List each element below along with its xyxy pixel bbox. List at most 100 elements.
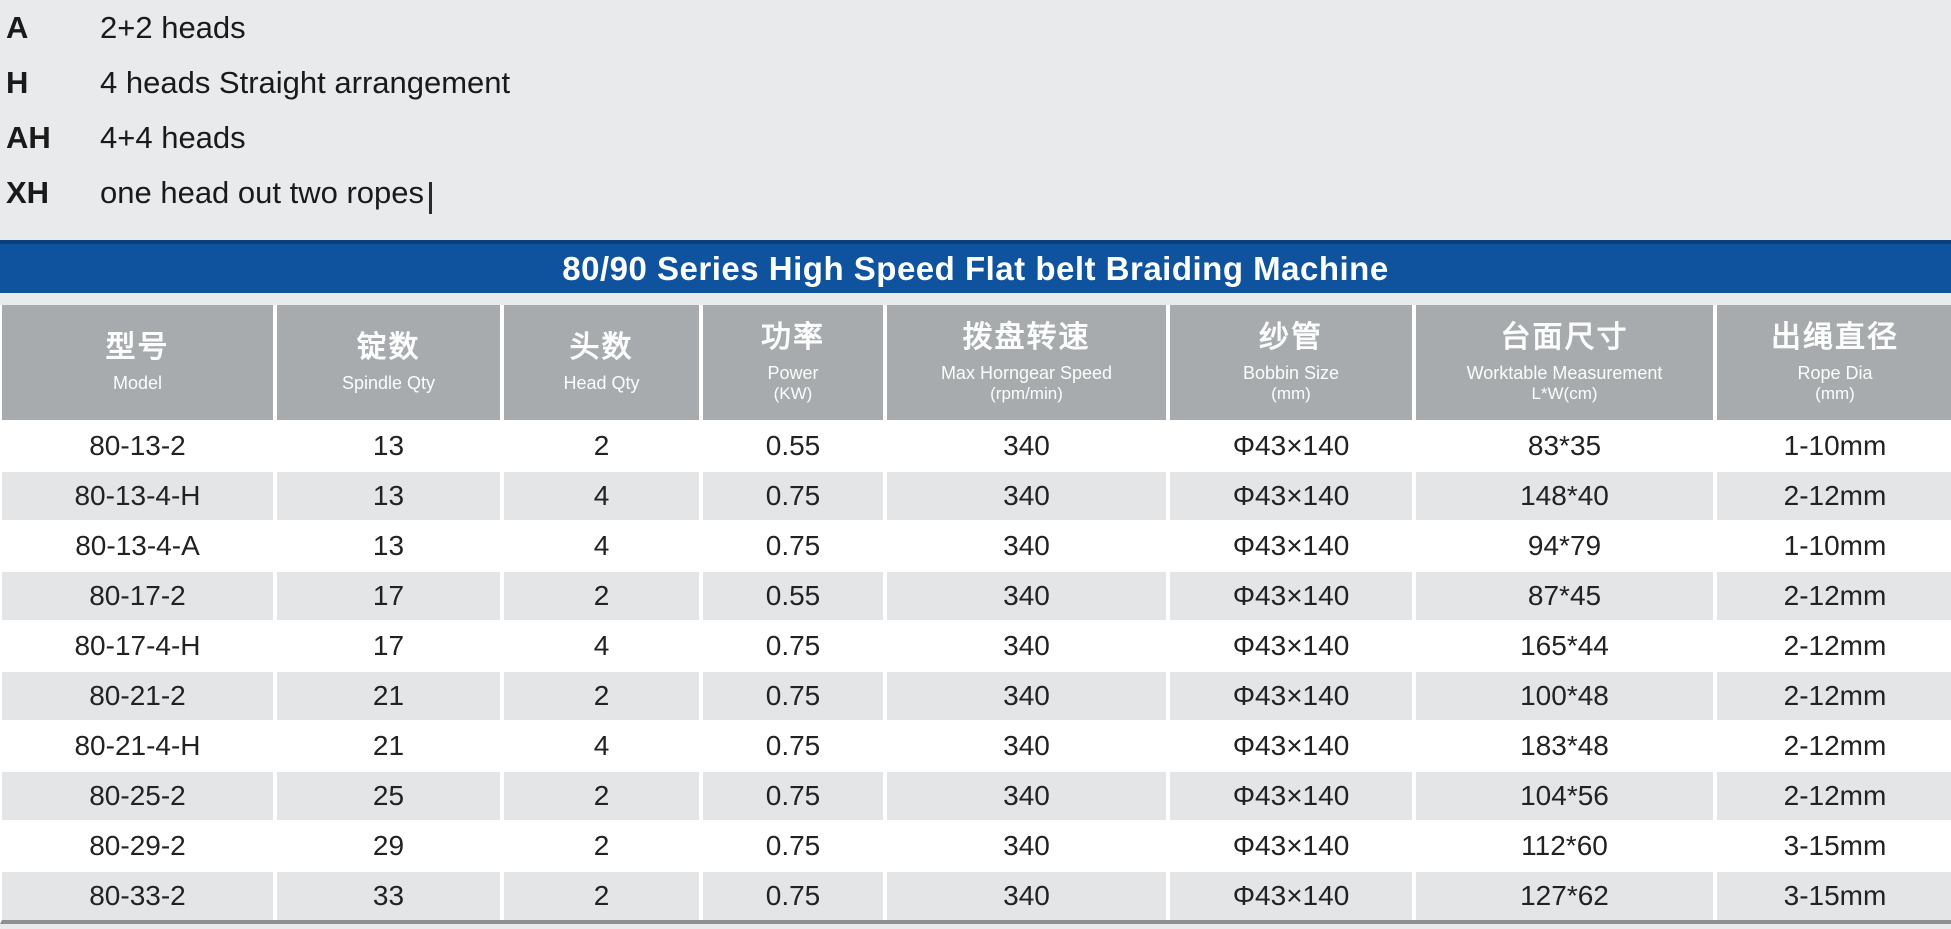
- column-header-en: Rope Dia: [1797, 362, 1873, 383]
- column-header-worktable-measurement: 台面尺寸 Worktable Measurement L*W(cm): [1412, 305, 1713, 420]
- table-cell: 148*40: [1412, 472, 1713, 520]
- table-cell: 0.55: [699, 422, 883, 470]
- table-cell: Φ43×140: [1166, 822, 1412, 870]
- legend-row-a: A 2+2 heads: [6, 0, 510, 55]
- column-header-sub: (mm): [1271, 384, 1311, 404]
- column-header-en: Worktable Measurement: [1466, 362, 1663, 383]
- table-row: 80-25-2 25 2 0.75 340 Φ43×140 104*56 2-12mm: [2, 770, 1951, 820]
- column-header-bobbin-size: 纱管 Bobbin Size (mm): [1166, 305, 1412, 420]
- legend-row-h: H 4 heads Straight arrangement: [6, 55, 510, 110]
- table-cell: 3-15mm: [1713, 822, 1951, 870]
- table-cell: 183*48: [1412, 722, 1713, 770]
- column-header-max-horngear-speed: 拨盘转速 Max Horngear Speed (rpm/min): [883, 305, 1166, 420]
- table-cell: 2: [500, 872, 699, 920]
- legend-key: AH: [6, 119, 51, 155]
- table-cell: 340: [883, 872, 1166, 920]
- table-cell: 94*79: [1412, 522, 1713, 570]
- table-cell: 4: [500, 622, 699, 670]
- table-cell: 165*44: [1412, 622, 1713, 670]
- table-cell: 4: [500, 722, 699, 770]
- table-cell: 25: [273, 772, 500, 820]
- table-cell: 80-13-4-A: [2, 522, 273, 570]
- table-cell: 2: [500, 822, 699, 870]
- table-cell: 83*35: [1412, 422, 1713, 470]
- table-cell: 80-17-4-H: [2, 622, 273, 670]
- table-header-row: 型号 Model 锭数 Spindle Qty 头数 Head Qty 功率 Power (KW…: [0, 305, 1951, 420]
- column-header-rope-dia: 出绳直径 Rope Dia (mm): [1713, 305, 1951, 420]
- table-cell: 80-21-4-H: [2, 722, 273, 770]
- table-cell: 0.75: [699, 472, 883, 520]
- table-cell: 13: [273, 522, 500, 570]
- table-cell: 2-12mm: [1713, 572, 1951, 620]
- table-cell: 340: [883, 822, 1166, 870]
- table-cell: 2: [500, 772, 699, 820]
- column-header-model: 型号 Model: [2, 305, 273, 420]
- table-row: 80-13-4-H 13 4 0.75 340 Φ43×140 148*40 2-12mm: [2, 470, 1951, 520]
- column-header-sub: (KW): [773, 384, 813, 404]
- table-cell: 340: [883, 572, 1166, 620]
- table-title-bar: 80/90 Series High Speed Flat belt Braidi…: [0, 240, 1951, 293]
- table-cell: 21: [273, 722, 500, 770]
- legend-row-xh: XH one head out two ropes: [6, 165, 510, 220]
- table-cell: 80-17-2: [2, 572, 273, 620]
- table-cell: 80-13-2: [2, 422, 273, 470]
- table-cell: 340: [883, 722, 1166, 770]
- table-cell: 340: [883, 772, 1166, 820]
- table-cell: 0.55: [699, 572, 883, 620]
- legend: A 2+2 heads H 4 heads Straight arrangeme…: [6, 0, 510, 220]
- table-cell: 340: [883, 622, 1166, 670]
- table-cell: 0.75: [699, 522, 883, 570]
- table-cell: 87*45: [1412, 572, 1713, 620]
- table-cell: 1-10mm: [1713, 422, 1951, 470]
- table-cell: 2-12mm: [1713, 672, 1951, 720]
- legend-key: XH: [6, 174, 50, 210]
- table-cell: Φ43×140: [1166, 672, 1412, 720]
- column-header-cn: 纱管: [1259, 321, 1323, 355]
- table-cell: 2: [500, 422, 699, 470]
- table-row: 80-17-2 17 2 0.55 340 Φ43×140 87*45 2-12mm: [2, 570, 1951, 620]
- table-cell: 29: [273, 822, 500, 870]
- column-header-sub: L*W(cm): [1531, 384, 1598, 404]
- table-cell: 13: [273, 422, 500, 470]
- column-header-spindle-qty: 锭数 Spindle Qty: [273, 305, 500, 420]
- table-cell: 80-29-2: [2, 822, 273, 870]
- table-cell: 80-33-2: [2, 872, 273, 920]
- table-cell: 3-15mm: [1713, 872, 1951, 920]
- table-cell: 21: [273, 672, 500, 720]
- table-cell: 2: [500, 572, 699, 620]
- table-cell: 17: [273, 572, 500, 620]
- table-cell: 127*62: [1412, 872, 1713, 920]
- table-cell: 104*56: [1412, 772, 1713, 820]
- table-cell: 0.75: [699, 872, 883, 920]
- column-header-head-qty: 头数 Head Qty: [500, 305, 699, 420]
- table-row: 80-21-4-H 21 4 0.75 340 Φ43×140 183*48 2-12mm: [2, 720, 1951, 770]
- table-cell: Φ43×140: [1166, 872, 1412, 920]
- table-cell: Φ43×140: [1166, 772, 1412, 820]
- table-cell: 0.75: [699, 772, 883, 820]
- table-cell: Φ43×140: [1166, 422, 1412, 470]
- table-cell: 13: [273, 472, 500, 520]
- column-header-en: Bobbin Size: [1242, 362, 1340, 383]
- table-cell: 2-12mm: [1713, 772, 1951, 820]
- column-header-en: Head Qty: [563, 372, 640, 393]
- table-cell: Φ43×140: [1166, 722, 1412, 770]
- column-header-en: Spindle Qty: [341, 372, 436, 393]
- table-cell: 340: [883, 522, 1166, 570]
- column-header-sub: (rpm/min): [990, 384, 1063, 404]
- table-cell: 2: [500, 672, 699, 720]
- table-cell: 4: [500, 522, 699, 570]
- legend-desc: 4+4 heads: [100, 119, 246, 155]
- table-cell: 2-12mm: [1713, 722, 1951, 770]
- table-cell: 2-12mm: [1713, 472, 1951, 520]
- table-cell: Φ43×140: [1166, 472, 1412, 520]
- table-cell: 33: [273, 872, 500, 920]
- column-header-power: 功率 Power (KW): [699, 305, 883, 420]
- column-header-en: Max Horngear Speed: [940, 362, 1113, 383]
- table-cell: 340: [883, 672, 1166, 720]
- table-cell: 0.75: [699, 822, 883, 870]
- table-cell: 0.75: [699, 672, 883, 720]
- table-cell: 17: [273, 622, 500, 670]
- table-cell: 80-21-2: [2, 672, 273, 720]
- table-row: 80-21-2 21 2 0.75 340 Φ43×140 100*48 2-12mm: [2, 670, 1951, 720]
- table-cell: 80-25-2: [2, 772, 273, 820]
